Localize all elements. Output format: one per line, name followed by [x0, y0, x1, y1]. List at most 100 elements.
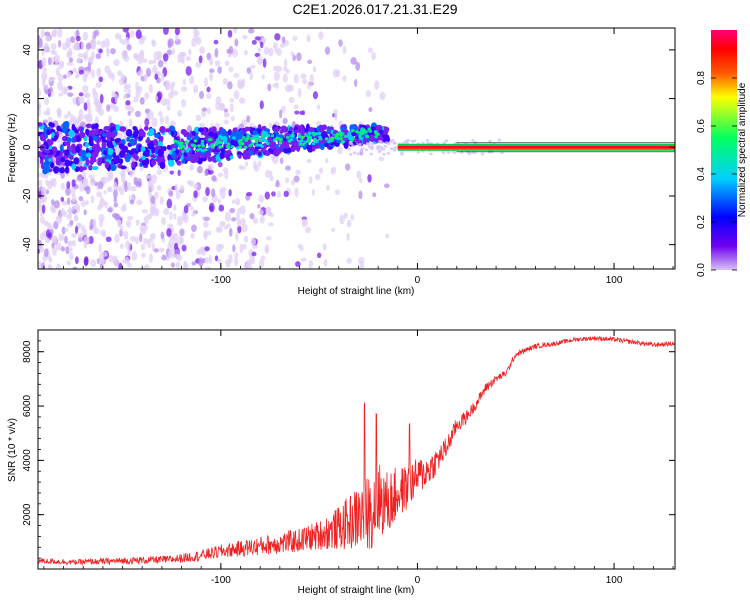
band-hot-pixel: [365, 134, 369, 138]
band-hot-pixel: [266, 141, 270, 146]
band-hot-pixel: [358, 135, 362, 139]
band-pixel: [180, 128, 187, 135]
trail-pixel: [406, 139, 411, 142]
noise-pixel: [244, 161, 249, 167]
noise-pixel: [190, 232, 195, 239]
snr-y-tick-label: 4000: [22, 449, 33, 472]
noise-pixel: [77, 114, 84, 121]
band-pixel: [299, 127, 305, 136]
band-pixel: [238, 154, 242, 159]
band-pixel: [270, 145, 276, 150]
noise-pixel: [378, 156, 384, 162]
noise-pixel: [176, 254, 183, 261]
noise-pixel: [98, 258, 105, 266]
noise-pixel: [207, 163, 214, 171]
band-pixel: [112, 151, 117, 159]
noise-pixel: [332, 69, 340, 78]
band-pixel: [219, 151, 225, 160]
band-hot-pixel: [175, 140, 179, 144]
noise-pixel: [82, 31, 89, 41]
noise-pixel: [63, 114, 69, 119]
noise-pixel: [117, 219, 122, 225]
band-pixel: [151, 145, 156, 154]
band-pixel: [94, 127, 100, 135]
band-pixel: [71, 163, 77, 170]
snr-x-tick-label: 100: [606, 575, 623, 586]
noise-pixel: [274, 33, 281, 41]
noise-pixel: [151, 40, 157, 48]
snr-x-label: Height of straight line (km): [298, 585, 415, 596]
noise-pixel: [193, 28, 198, 36]
band-pixel: [44, 155, 49, 163]
noise-pixel: [87, 62, 92, 72]
noise-pixel: [176, 215, 183, 226]
band-pixel: [74, 129, 79, 134]
spectrogram-x-tick-label: 0: [415, 275, 421, 286]
band-pixel: [82, 166, 87, 171]
noise-pixel: [344, 163, 351, 171]
noise-pixel: [246, 191, 253, 197]
noise-pixel: [234, 38, 239, 47]
noise-pixel: [82, 228, 88, 236]
noise-pixel: [163, 28, 169, 36]
noise-pixel: [249, 71, 253, 81]
band-pixel: [119, 126, 127, 132]
band-pixel: [159, 161, 166, 170]
noise-pixel: [92, 91, 99, 101]
noise-pixel: [41, 70, 48, 81]
noise-pixel: [108, 255, 115, 263]
noise-pixel: [284, 39, 289, 47]
noise-pixel: [145, 67, 152, 77]
trail-pixel: [459, 151, 464, 154]
noise-pixel: [61, 210, 68, 218]
noise-pixel: [98, 214, 105, 222]
band-pixel: [111, 131, 116, 139]
noise-pixel: [185, 66, 192, 76]
noise-pixel: [117, 70, 123, 77]
noise-pixel: [217, 258, 222, 264]
band-hot-pixel: [241, 136, 246, 140]
trail-pixel: [376, 144, 380, 148]
noise-pixel: [107, 207, 113, 213]
noise-pixel: [346, 219, 352, 228]
noise-pixel: [96, 40, 101, 45]
noise-pixel: [316, 104, 321, 110]
noise-pixel: [295, 261, 301, 267]
noise-pixel: [133, 96, 139, 103]
noise-pixel: [72, 209, 78, 214]
band-pixel: [319, 142, 325, 151]
spectrogram-y-tick-label: 40: [22, 44, 33, 56]
noise-pixel: [66, 197, 71, 206]
band-hot-pixel: [260, 135, 265, 139]
noise-pixel: [65, 246, 70, 255]
band-hot-pixel: [193, 139, 198, 143]
noise-pixel: [285, 165, 291, 171]
colorbar-tick-label: 0.2: [696, 215, 707, 229]
noise-pixel: [166, 104, 171, 112]
noise-pixel: [206, 86, 211, 93]
noise-pixel: [367, 174, 372, 183]
noise-pixel: [282, 117, 288, 125]
noise-pixel: [174, 28, 181, 36]
noise-pixel: [92, 218, 97, 227]
noise-pixel: [98, 48, 103, 54]
band-hot-pixel: [243, 145, 248, 150]
band-hot-pixel: [238, 145, 242, 149]
noise-pixel: [311, 189, 316, 196]
noise-pixel: [127, 248, 131, 256]
noise-pixel: [112, 189, 118, 198]
trail-pixel: [382, 152, 386, 156]
noise-pixel: [236, 219, 241, 227]
band-hot-pixel: [254, 139, 259, 144]
noise-pixel: [279, 43, 286, 48]
noise-pixel: [294, 110, 300, 115]
noise-pixel: [346, 232, 350, 242]
band-hot-pixel: [250, 136, 255, 140]
band-pixel: [38, 122, 43, 127]
noise-pixel: [144, 92, 150, 100]
band-hot-pixel: [244, 138, 248, 142]
noise-pixel: [326, 184, 330, 191]
band-pixel: [159, 135, 164, 142]
noise-pixel: [129, 235, 137, 242]
noise-pixel: [153, 51, 160, 61]
